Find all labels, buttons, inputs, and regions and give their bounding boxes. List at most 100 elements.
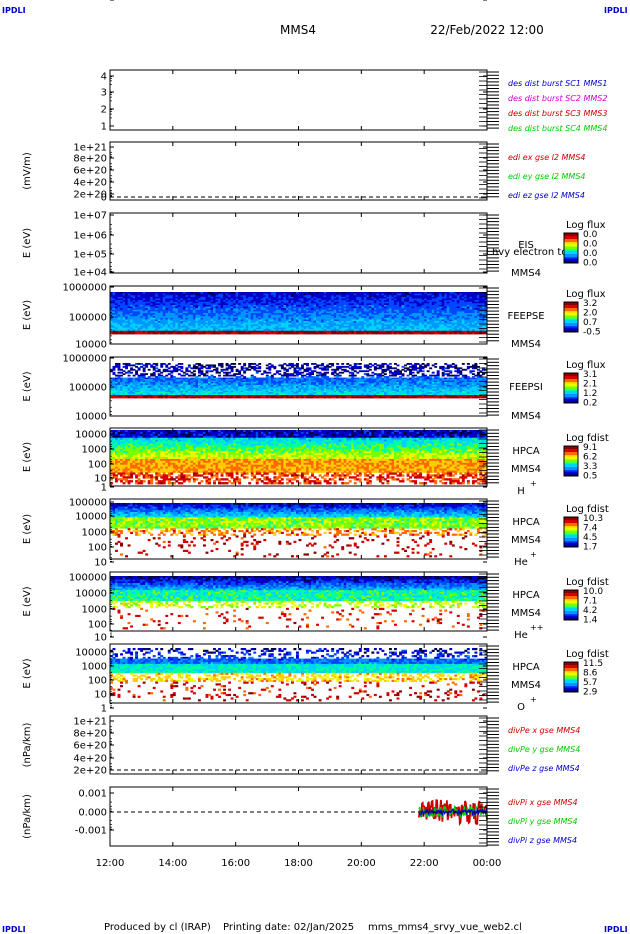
- spectrogram-cell: [147, 296, 151, 299]
- spectrogram-cell: [316, 306, 320, 309]
- spectrogram-cell: [280, 325, 284, 328]
- spectrogram-cell: [285, 308, 289, 311]
- spectrogram-cell: [132, 317, 136, 320]
- spectrogram-cell: [223, 313, 227, 316]
- spectrogram-cell: [343, 329, 347, 332]
- spectrogram-cell: [341, 311, 345, 314]
- spectrogram-cell: [110, 324, 113, 327]
- spectrogram-cell: [165, 325, 169, 328]
- spectrogram-cell: [343, 301, 347, 304]
- spectrogram-cell: [280, 295, 284, 298]
- spectrogram-cell: [248, 296, 252, 299]
- spectrogram-cell: [283, 324, 287, 327]
- spectrogram-cell: [190, 325, 194, 328]
- spectrogram-cell: [270, 304, 274, 307]
- spectrogram-cell: [331, 309, 335, 312]
- spectrogram-cell: [301, 319, 304, 322]
- spectrogram-cell: [200, 316, 204, 319]
- spectrogram-cell: [218, 298, 221, 301]
- spectrogram-cell: [223, 301, 227, 304]
- spectrogram-cell: [120, 311, 123, 314]
- spectrogram-cell: [162, 303, 166, 306]
- spectrogram-cell: [165, 317, 169, 320]
- spectrogram-cell: [120, 322, 123, 325]
- spectrogram-cell: [137, 295, 141, 298]
- spectrogram-cell: [192, 332, 196, 335]
- spectrogram-cell: [160, 325, 164, 328]
- spectrogram-cell: [187, 303, 191, 306]
- spectrogram-cell: [140, 324, 144, 327]
- spectrogram-cell: [135, 296, 139, 299]
- spectrogram-cell: [205, 313, 209, 316]
- spectrogram-cell: [140, 329, 144, 332]
- spectrogram-cell: [253, 295, 257, 298]
- spectrogram-cell: [283, 300, 287, 303]
- spectrogram-cell: [197, 304, 201, 307]
- spectrogram-cell: [285, 316, 289, 319]
- spectrogram-cell: [167, 396, 171, 399]
- spectrogram-cell: [120, 309, 123, 312]
- spectrogram-cell: [120, 325, 123, 328]
- spectrogram-cell: [361, 301, 365, 304]
- spectrogram-cell: [245, 324, 249, 327]
- spectrogram-cell: [311, 295, 314, 298]
- spectrogram-cell: [353, 306, 357, 309]
- spectrogram-cell: [285, 292, 289, 295]
- spectrogram-cell: [162, 311, 166, 314]
- spectrogram-cell: [243, 322, 247, 325]
- spectrogram-cell: [351, 329, 355, 332]
- spectrogram-cell: [150, 308, 154, 311]
- spectrogram-cell: [145, 308, 149, 311]
- spectrogram-cell: [177, 368, 181, 371]
- spectrogram-cell: [280, 321, 284, 324]
- spectrogram-cell: [157, 325, 161, 328]
- spectrogram-cell: [132, 306, 136, 309]
- spectrogram-cell: [213, 314, 216, 317]
- spectrogram-cell: [162, 301, 166, 304]
- spectrogram-cell: [295, 311, 299, 314]
- spectrogram-cell: [170, 311, 174, 314]
- spectrogram-cell: [167, 309, 171, 312]
- spectrogram-cell: [120, 301, 123, 304]
- spectrogram-cell: [265, 292, 269, 295]
- spectrogram-cell: [127, 300, 131, 303]
- spectrogram-cell: [268, 316, 272, 319]
- colorbar-cell: [564, 257, 578, 259]
- colorbar-cell: [564, 239, 578, 241]
- spectrogram-cell: [152, 363, 156, 365]
- spectrogram-cell: [190, 314, 194, 317]
- spectrogram-cell: [150, 296, 154, 299]
- spectrogram-cell: [419, 332, 423, 335]
- spectrogram-cell: [167, 370, 171, 373]
- spectrogram-cell: [215, 308, 219, 311]
- spectrogram-cell: [187, 370, 191, 373]
- spectrogram-cell: [177, 303, 181, 306]
- spectrogram-cell: [243, 321, 247, 324]
- spectrogram-cell: [137, 313, 141, 316]
- spectrogram-cell: [283, 298, 287, 301]
- spectrogram-cell: [142, 327, 146, 330]
- spectrogram-cell: [303, 317, 307, 320]
- spectrogram-cell: [117, 329, 121, 332]
- spectrogram-cell: [333, 292, 337, 295]
- spectrogram-cell: [182, 374, 186, 377]
- spectrogram-cell: [283, 309, 287, 312]
- spectrogram-cell: [142, 316, 146, 319]
- spectrogram-cell: [240, 296, 244, 299]
- spectrogram-cell: [112, 292, 116, 295]
- spectrogram-cell: [328, 317, 332, 320]
- spectrogram-cell: [177, 306, 181, 309]
- spectrogram-cell: [182, 327, 186, 330]
- spectrogram-cell: [258, 308, 262, 311]
- spectrogram-cell: [260, 303, 264, 306]
- spectrogram-cell: [210, 303, 214, 306]
- spectrogram-cell: [110, 325, 113, 328]
- spectrogram-cell: [152, 298, 156, 301]
- spectrogram-cell: [301, 329, 304, 332]
- spectrogram-cell: [363, 300, 367, 303]
- spectrogram-cell: [218, 292, 221, 295]
- spectrogram-cell: [225, 301, 229, 304]
- spectrogram-cell: [358, 301, 362, 304]
- spectrogram-cell: [145, 296, 149, 299]
- spectrogram-cell: [197, 306, 201, 309]
